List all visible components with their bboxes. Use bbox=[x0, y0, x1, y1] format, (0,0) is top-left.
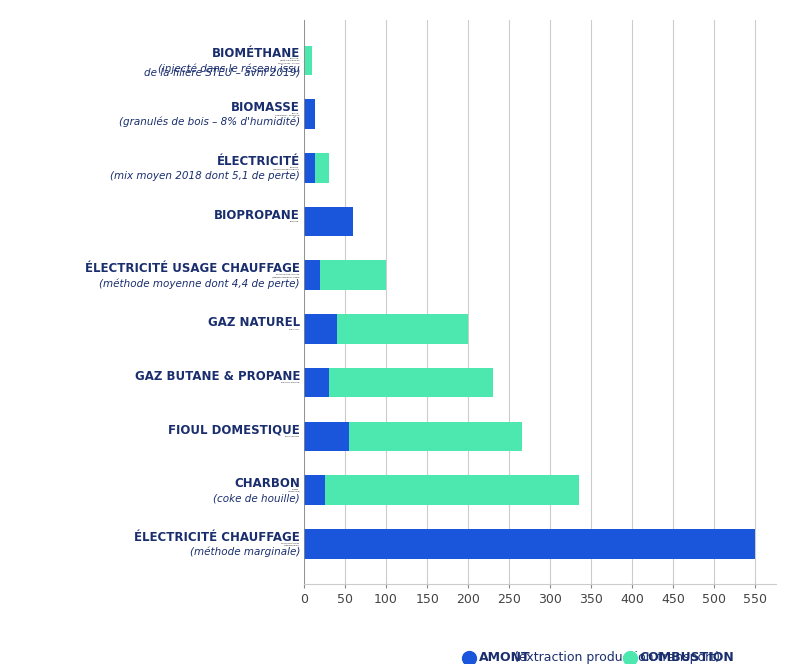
Bar bbox=[702, 529, 710, 558]
Bar bbox=[403, 529, 412, 558]
Text: CHARBON: CHARBON bbox=[234, 477, 300, 490]
Bar bbox=[304, 529, 313, 558]
Text: BIOPROPANE: BIOPROPANE bbox=[214, 208, 300, 222]
Bar bbox=[665, 529, 674, 558]
Bar bbox=[728, 529, 738, 558]
Bar bbox=[710, 529, 719, 558]
Bar bbox=[386, 529, 394, 558]
Bar bbox=[575, 529, 584, 558]
Text: (granulés de bois – 8% d'humidité): (granulés de bois – 8% d'humidité) bbox=[118, 117, 300, 127]
Bar bbox=[692, 529, 702, 558]
Bar bbox=[313, 529, 322, 558]
Bar bbox=[304, 314, 337, 344]
Bar bbox=[656, 529, 665, 558]
Text: GAZ BUTANE & PROPANE: GAZ BUTANE & PROPANE bbox=[134, 370, 300, 382]
Bar bbox=[521, 529, 530, 558]
Bar bbox=[304, 368, 493, 398]
Text: COMBUSTION: COMBUSTION bbox=[639, 651, 734, 664]
Text: FIOUL DOMESTIQUE: FIOUL DOMESTIQUE bbox=[168, 424, 300, 436]
Bar bbox=[304, 260, 321, 290]
Text: AMONT: AMONT bbox=[478, 651, 530, 664]
Bar bbox=[322, 529, 331, 558]
Bar bbox=[629, 529, 638, 558]
Text: (méthode moyenne dont 4,4 de perte): (méthode moyenne dont 4,4 de perte) bbox=[99, 278, 300, 289]
Bar bbox=[611, 529, 620, 558]
Bar bbox=[304, 260, 386, 290]
Bar bbox=[566, 529, 575, 558]
Bar bbox=[548, 529, 557, 558]
Bar bbox=[746, 529, 755, 558]
Bar bbox=[674, 529, 683, 558]
Text: (extraction production transport): (extraction production transport) bbox=[510, 651, 720, 664]
Bar bbox=[719, 529, 728, 558]
Bar bbox=[367, 529, 376, 558]
Text: ÉLECTRICITÉ CHAUFFAGE: ÉLECTRICITÉ CHAUFFAGE bbox=[134, 531, 300, 544]
Bar bbox=[485, 529, 494, 558]
Bar bbox=[358, 529, 367, 558]
Bar bbox=[304, 46, 312, 75]
Bar bbox=[304, 368, 329, 398]
Bar bbox=[394, 529, 403, 558]
Text: GAZ NATUREL: GAZ NATUREL bbox=[208, 316, 300, 329]
Bar bbox=[683, 529, 692, 558]
Bar bbox=[602, 529, 611, 558]
Bar bbox=[412, 529, 422, 558]
Text: (injecté dans le réseau issu: (injecté dans le réseau issu bbox=[158, 63, 300, 74]
Bar bbox=[340, 529, 349, 558]
Bar bbox=[430, 529, 439, 558]
Bar bbox=[557, 529, 566, 558]
Bar bbox=[593, 529, 602, 558]
Text: (coke de houille): (coke de houille) bbox=[214, 493, 300, 503]
Text: (mix moyen 2018 dont 5,1 de perte): (mix moyen 2018 dont 5,1 de perte) bbox=[110, 171, 300, 181]
Bar bbox=[304, 475, 325, 505]
Text: (méthode marginale): (méthode marginale) bbox=[190, 546, 300, 557]
Bar bbox=[475, 529, 485, 558]
Bar bbox=[304, 153, 329, 183]
Bar bbox=[439, 529, 449, 558]
Bar bbox=[304, 314, 468, 344]
Bar bbox=[494, 529, 502, 558]
Bar bbox=[376, 529, 386, 558]
Bar bbox=[530, 529, 538, 558]
Bar bbox=[449, 529, 458, 558]
Text: ÉLECTRICITÉ: ÉLECTRICITÉ bbox=[217, 155, 300, 168]
Text: BIOMÉTHANE: BIOMÉTHANE bbox=[212, 47, 300, 60]
Text: ÉLECTRICITÉ USAGE CHAUFFAGE: ÉLECTRICITÉ USAGE CHAUFFAGE bbox=[85, 262, 300, 276]
Bar bbox=[638, 529, 647, 558]
Text: de la filière STEU – avril 2019): de la filière STEU – avril 2019) bbox=[143, 69, 300, 79]
Bar bbox=[304, 422, 522, 452]
Bar bbox=[647, 529, 656, 558]
Bar bbox=[422, 529, 430, 558]
Bar bbox=[304, 529, 755, 558]
Bar bbox=[512, 529, 521, 558]
Bar bbox=[304, 475, 579, 505]
Bar bbox=[304, 422, 349, 452]
Bar bbox=[349, 529, 358, 558]
Bar bbox=[304, 207, 354, 236]
Bar bbox=[584, 529, 593, 558]
Bar bbox=[458, 529, 466, 558]
Bar bbox=[466, 529, 475, 558]
Bar bbox=[331, 529, 340, 558]
Bar bbox=[738, 529, 746, 558]
Bar bbox=[304, 153, 314, 183]
Bar bbox=[620, 529, 629, 558]
Text: BIOMASSE: BIOMASSE bbox=[231, 101, 300, 114]
Bar bbox=[304, 100, 315, 129]
Bar bbox=[538, 529, 548, 558]
Bar bbox=[502, 529, 512, 558]
